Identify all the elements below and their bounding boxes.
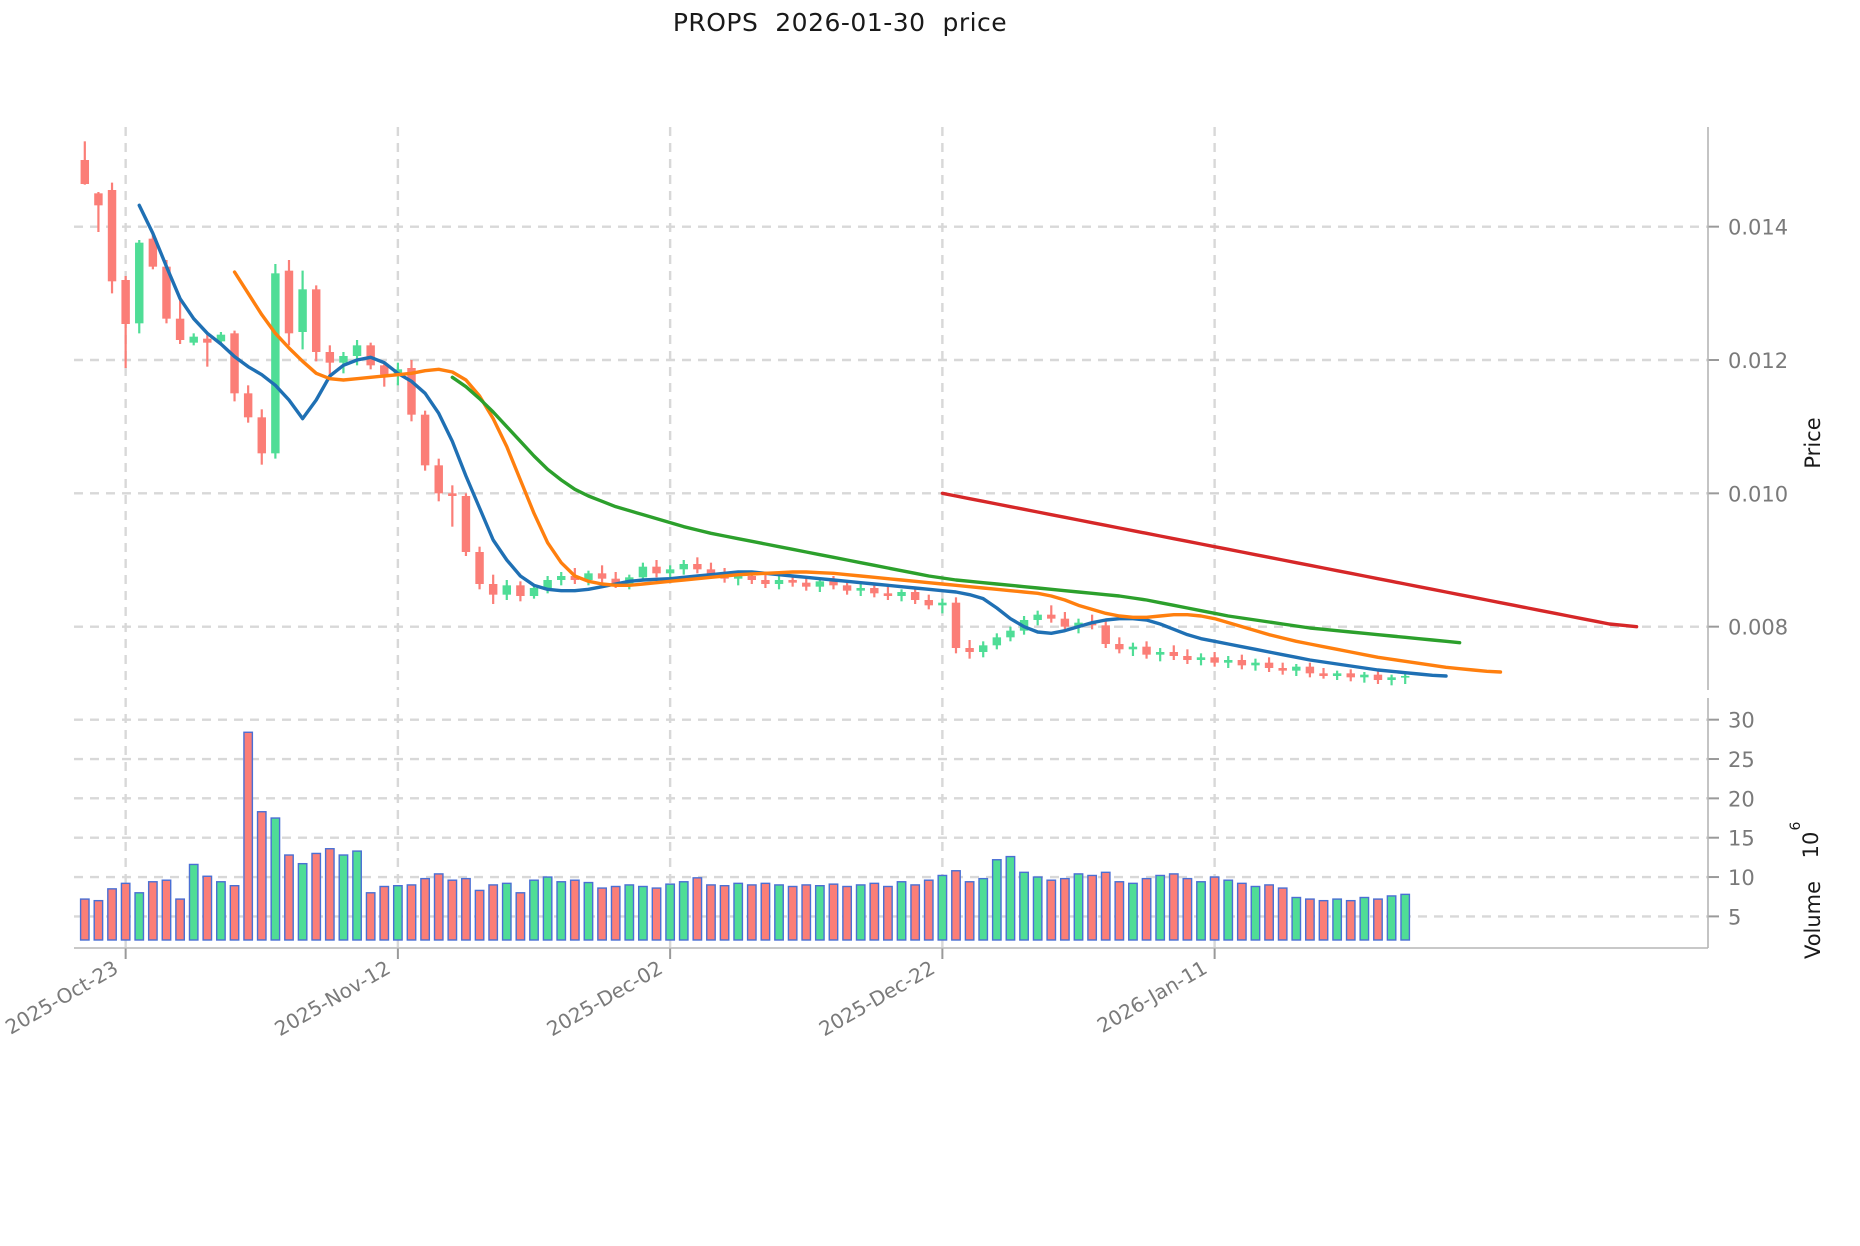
volume-tick-label: 20 (1728, 787, 1755, 811)
price-axis-label: Price (1801, 417, 1825, 468)
price-gridlines (74, 225, 1708, 628)
price-tick-label: 0.010 (1728, 482, 1788, 506)
svg-text:6: 6 (1788, 821, 1804, 830)
volume-axis-exponent: 10 (1799, 832, 1823, 859)
x-tick-label: 2025-Dec-02 (542, 956, 666, 1042)
x-tick-label: 2025-Nov-12 (270, 956, 394, 1041)
price-tick-label: 0.014 (1728, 216, 1788, 240)
volume-axis-ticks: 30 25 20 15 10 5 (1708, 709, 1755, 929)
volume-tick-label: 5 (1728, 905, 1741, 929)
page-title: PROPS 2026-01-30 price (672, 8, 1008, 37)
price-tick-label: 0.012 (1728, 349, 1788, 373)
moving-average-group (137, 203, 1639, 678)
x-tick-label: 2025-Oct-23 (1, 956, 122, 1040)
candlestick-group (80, 141, 1410, 686)
x-axis-ticks: 2025-Oct-23 2025-Nov-12 2025-Dec-02 2025-De… (1, 948, 1216, 1042)
volume-axis-superscript: 6 (1788, 821, 1804, 830)
svg-text:10: 10 (1799, 832, 1823, 859)
price-axis-ticks: 0.014 0.012 0.010 0.008 (1708, 216, 1788, 640)
volume-tick-label: 10 (1728, 866, 1755, 890)
x-tick-label: 2026-Jan-11 (1093, 956, 1211, 1038)
volume-tick-label: 25 (1728, 748, 1755, 772)
volume-axis-label: Volume (1801, 881, 1825, 959)
svg-text:Volume: Volume (1801, 881, 1825, 959)
volume-tick-label: 15 (1728, 827, 1755, 851)
axis-spines (74, 127, 1709, 949)
volume-bars-group (79, 731, 1411, 941)
volume-tick-label: 30 (1728, 709, 1755, 733)
price-tick-label: 0.008 (1728, 616, 1788, 640)
x-tick-label: 2025-Dec-22 (815, 956, 939, 1042)
x-gridlines (124, 127, 1216, 948)
